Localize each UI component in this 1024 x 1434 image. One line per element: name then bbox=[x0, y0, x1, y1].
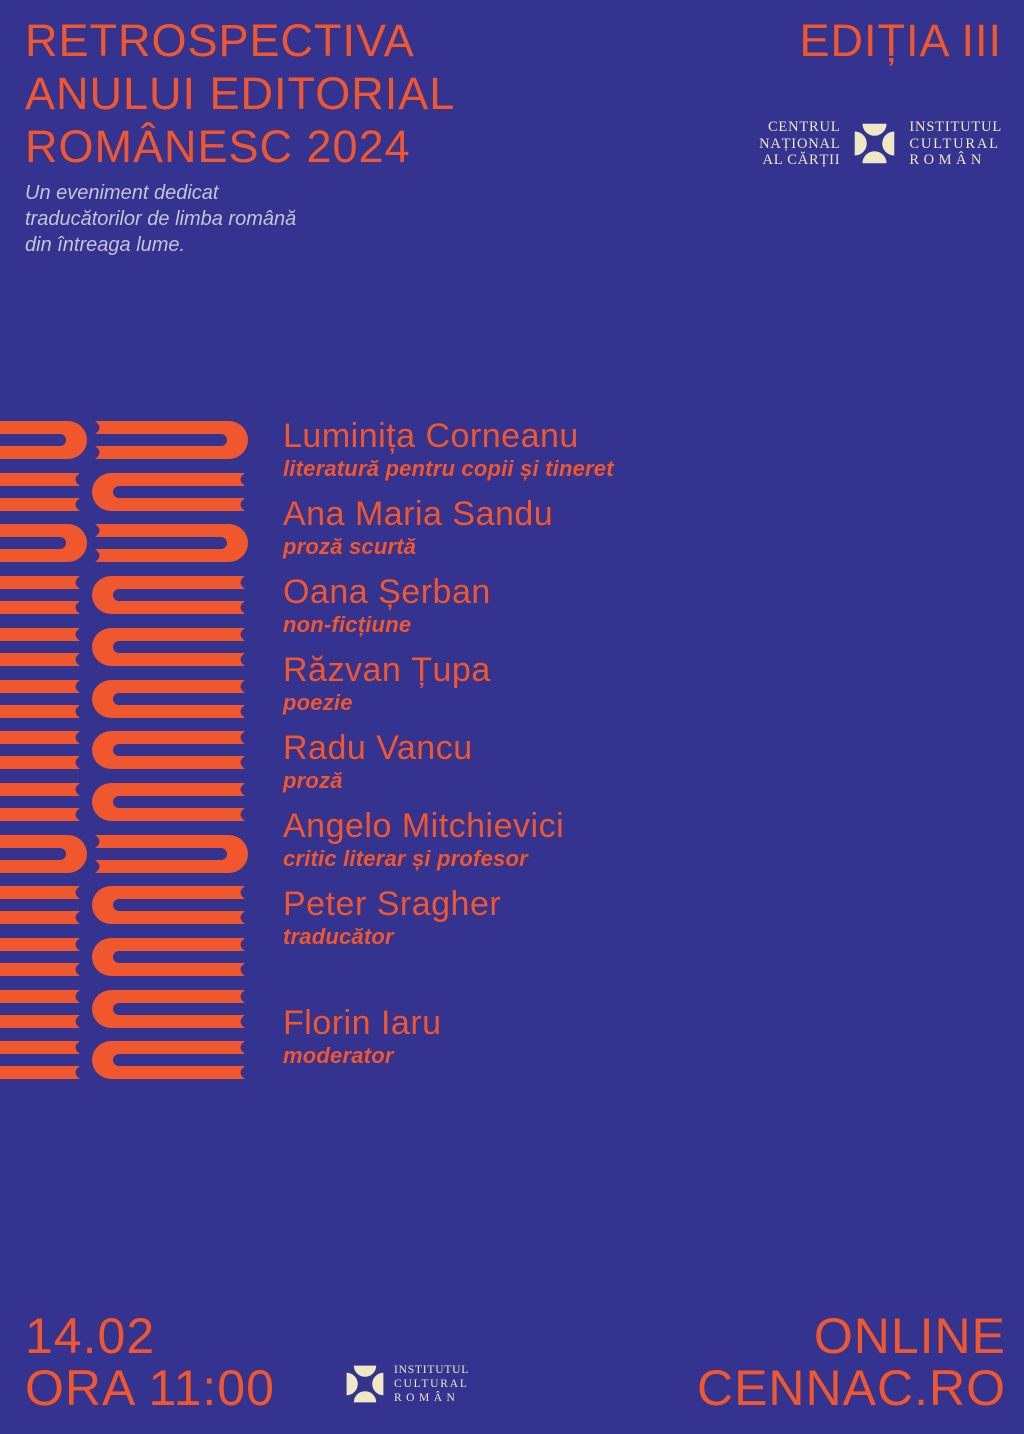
book-shape bbox=[0, 835, 87, 873]
book-shape bbox=[92, 938, 245, 976]
title-line: RETROSPECTIVA bbox=[25, 15, 415, 66]
book-shape bbox=[92, 576, 245, 614]
title-line: ANULUI EDITORIAL bbox=[25, 68, 456, 119]
speaker-name: Peter Sragher bbox=[283, 885, 502, 923]
icr-logo-text: INSTITUTUL CULTURAL ROMÂN bbox=[394, 1363, 469, 1405]
speaker-role: proză bbox=[283, 768, 343, 793]
event-channel: ONLINE bbox=[813, 1308, 1006, 1364]
title-line: ROMÂNESC 2024 bbox=[25, 121, 411, 172]
book-shape bbox=[92, 473, 245, 511]
icr-logo-line: INSTITUTUL bbox=[394, 1364, 470, 1376]
book-shape bbox=[95, 421, 248, 459]
book-shape bbox=[0, 628, 80, 666]
speaker-entry: Peter Sragher traducător bbox=[283, 885, 614, 950]
book-shape bbox=[0, 990, 80, 1028]
icr-logo-line: INSTITUTUL bbox=[909, 119, 1002, 135]
speaker-name: Răzvan Țupa bbox=[283, 651, 491, 689]
book-shape bbox=[0, 783, 80, 821]
speaker-entry: Ana Maria Sandu proză scurtă bbox=[283, 495, 614, 560]
icr-logo-line: CULTURAL bbox=[909, 135, 1000, 152]
book-shape bbox=[95, 524, 248, 562]
book-shape bbox=[92, 1041, 245, 1079]
speaker-role: moderator bbox=[283, 1043, 394, 1068]
icr-logo-line: CULTURAL bbox=[394, 1378, 469, 1390]
speaker-name: Florin Iaru bbox=[283, 1004, 442, 1042]
speaker-name: Oana Șerban bbox=[283, 573, 491, 611]
speaker-entry-moderator: Florin Iaru moderator bbox=[283, 1004, 614, 1069]
speaker-role: critic literar și profesor bbox=[283, 846, 528, 871]
speaker-list: Luminița Corneanu literatură pentru copi… bbox=[283, 417, 614, 1082]
book-shape bbox=[0, 421, 87, 459]
book-shape bbox=[0, 524, 87, 562]
speaker-name: Radu Vancu bbox=[283, 729, 473, 767]
icr-logo-bottom: INSTITUTUL CULTURAL ROMÂN bbox=[345, 1363, 469, 1405]
speaker-entry: Oana Șerban non-ficțiune bbox=[283, 573, 614, 638]
book-shape bbox=[92, 990, 245, 1028]
event-subtitle: Un eveniment dedicat traducătorilor de l… bbox=[25, 180, 296, 258]
cnc-logo-line: NAȚIONAL bbox=[759, 135, 841, 152]
book-shape bbox=[95, 835, 248, 873]
icr-clover-icon bbox=[345, 1364, 385, 1404]
book-stack-illustration bbox=[0, 421, 248, 1079]
book-shape bbox=[0, 1041, 80, 1079]
event-website: CENNAC.RO bbox=[696, 1360, 1006, 1416]
event-datetime: 14.02 ORA 11:00 bbox=[25, 1310, 275, 1414]
subtitle-line: din întreaga lume. bbox=[25, 234, 186, 256]
book-shape bbox=[92, 628, 245, 666]
speaker-entry: Răzvan Țupa poezie bbox=[283, 651, 614, 716]
book-shape bbox=[0, 938, 80, 976]
book-shape bbox=[0, 731, 80, 769]
cnc-logo-line: AL CĂRȚII bbox=[762, 152, 841, 168]
book-shape bbox=[0, 576, 80, 614]
subtitle-line: Un eveniment dedicat bbox=[25, 182, 219, 204]
speaker-role: proză scurtă bbox=[283, 534, 417, 559]
cnc-logo-line: CENTRUL bbox=[767, 119, 841, 135]
speaker-role: poezie bbox=[283, 690, 353, 715]
book-shape bbox=[0, 886, 80, 924]
book-shape bbox=[0, 473, 80, 511]
icr-logo-line: ROMÂN bbox=[909, 152, 986, 168]
speaker-role: traducător bbox=[283, 924, 394, 949]
book-shape bbox=[0, 680, 80, 718]
speaker-name: Luminița Corneanu bbox=[283, 417, 579, 455]
speaker-entry: Luminița Corneanu literatură pentru copi… bbox=[283, 417, 614, 482]
icr-clover-icon bbox=[853, 122, 896, 165]
speaker-role: non-ficțiune bbox=[283, 612, 412, 637]
event-location: ONLINE CENNAC.RO bbox=[697, 1310, 1006, 1414]
speaker-entry: Radu Vancu proză bbox=[283, 729, 614, 794]
edition-label: EDIȚIA III bbox=[799, 15, 1002, 66]
book-shape bbox=[92, 680, 245, 718]
icr-logo-text: INSTITUTUL CULTURAL ROMÂN bbox=[909, 119, 1002, 169]
partner-logos: CENTRUL NAȚIONAL AL CĂRȚII INSTITUTUL CU… bbox=[759, 119, 1002, 169]
speaker-role: literatură pentru copii și tineret bbox=[283, 456, 614, 481]
event-time: ORA 11:00 bbox=[25, 1360, 275, 1416]
speaker-name: Angelo Mitchievici bbox=[283, 807, 565, 845]
speaker-entry: Angelo Mitchievici critic literar și pro… bbox=[283, 807, 614, 872]
event-date: 14.02 bbox=[25, 1308, 156, 1364]
subtitle-line: traducătorilor de limba română bbox=[25, 208, 297, 230]
book-shape bbox=[92, 886, 245, 924]
speaker-name: Ana Maria Sandu bbox=[283, 495, 554, 533]
icr-logo-line: ROMÂN bbox=[394, 1392, 460, 1404]
book-shape bbox=[92, 783, 245, 821]
cnc-logo-text: CENTRUL NAȚIONAL AL CĂRȚII bbox=[759, 119, 840, 169]
page-title: RETROSPECTIVA ANULUI EDITORIAL ROMÂNESC … bbox=[25, 14, 455, 173]
book-shape bbox=[92, 731, 245, 769]
